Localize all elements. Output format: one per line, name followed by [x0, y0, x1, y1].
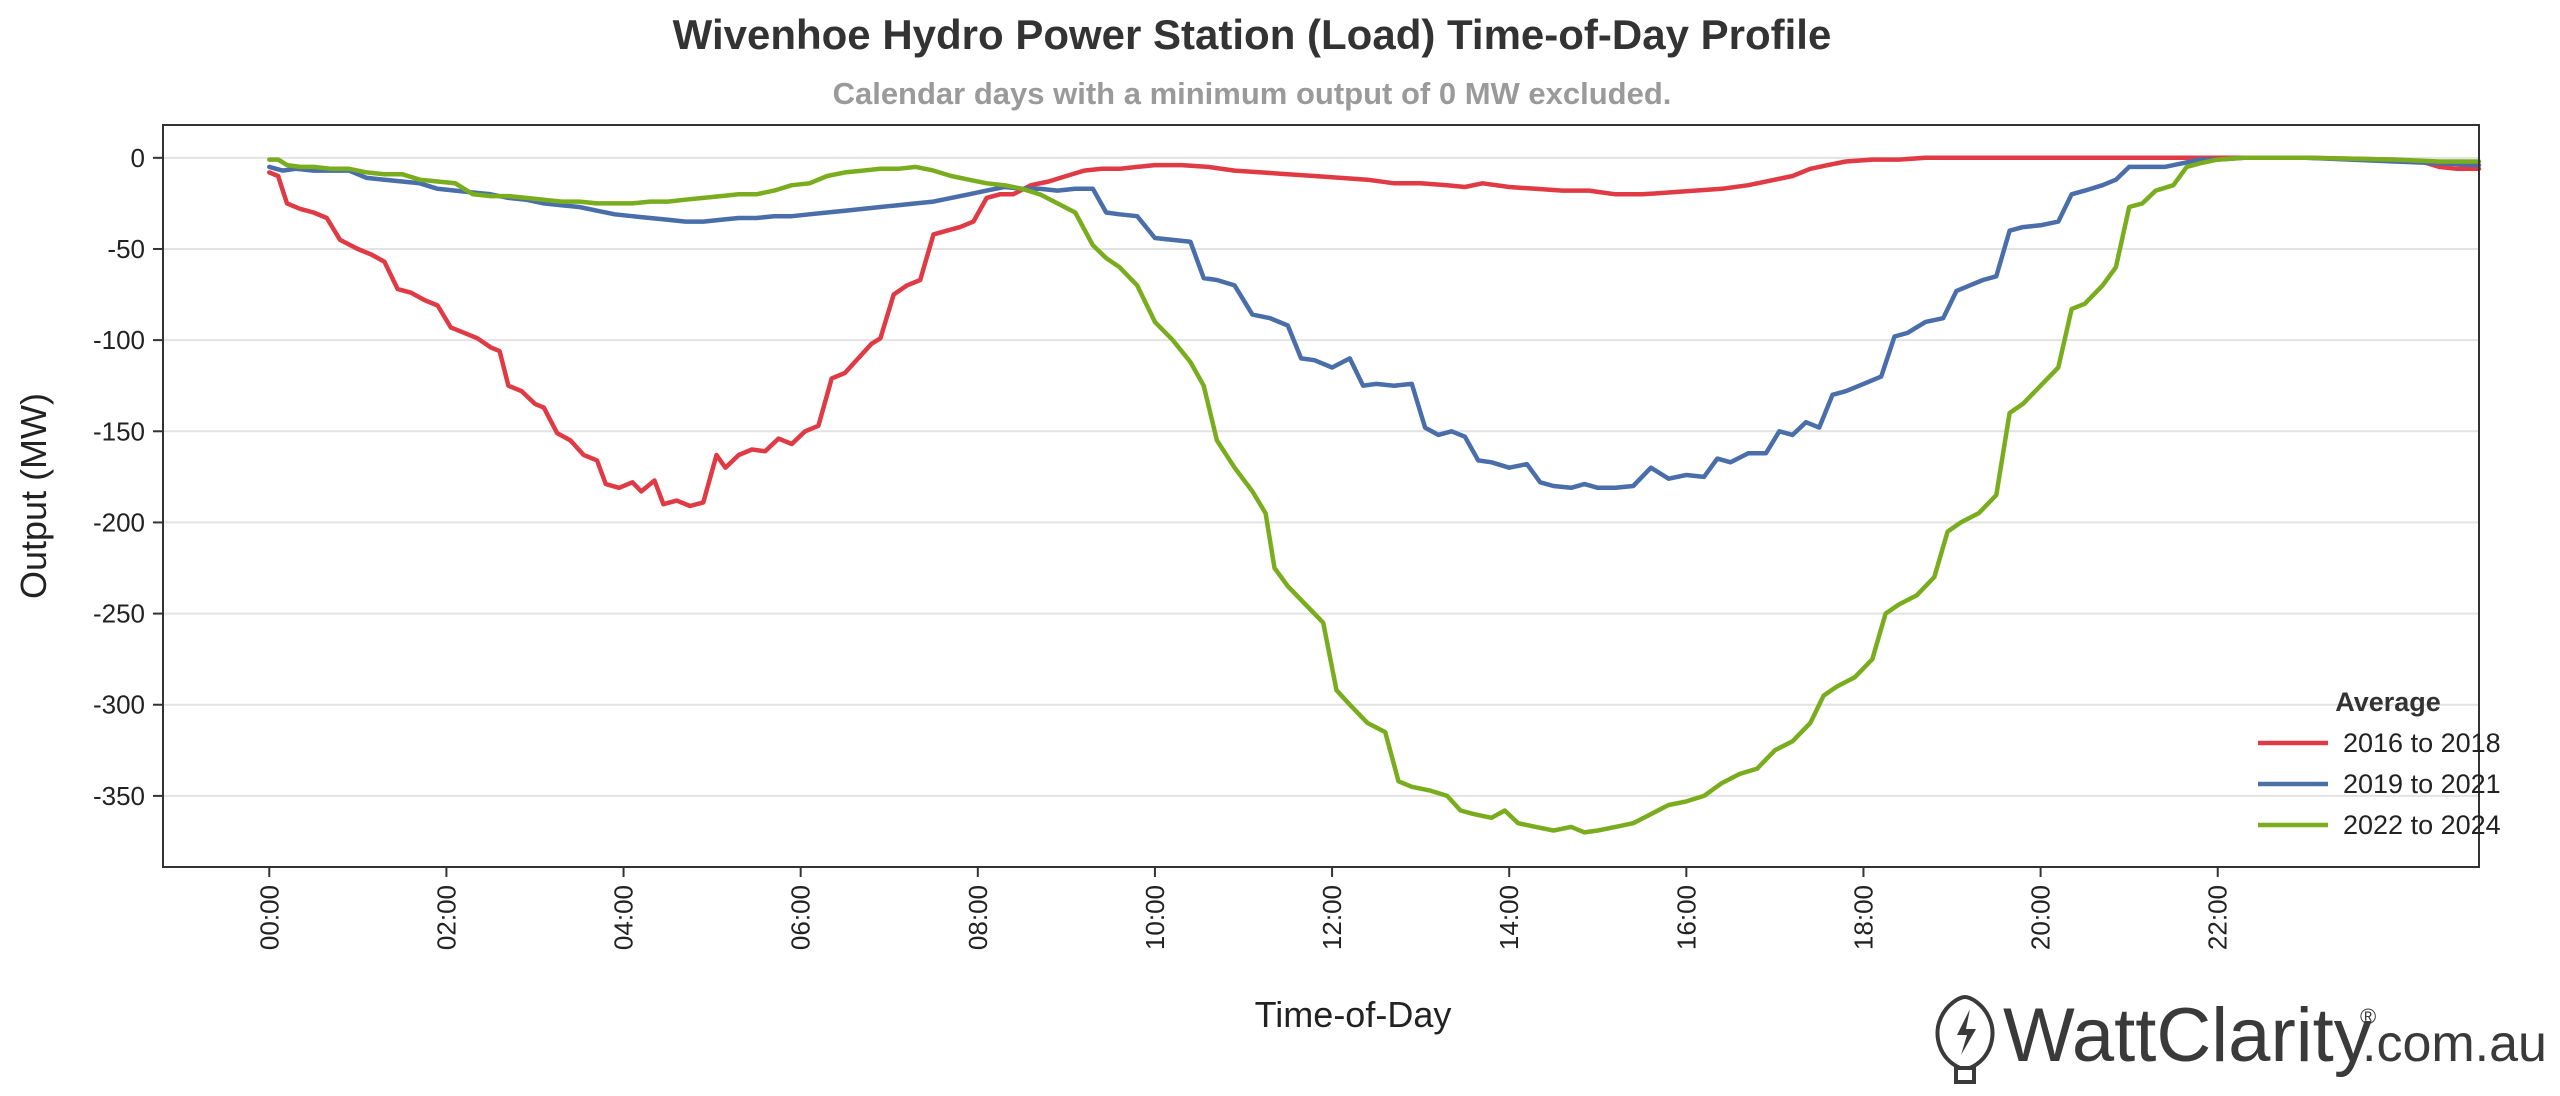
x-axis-label: Time-of-Day	[1255, 994, 1452, 1035]
x-tick-label: 00:00	[254, 885, 284, 950]
legend-entry: 2016 to 2018	[2343, 728, 2501, 758]
y-tick-label: -350	[93, 781, 145, 811]
y-tick-label: -250	[93, 599, 145, 629]
series-line	[267, 155, 2482, 509]
y-axis-label: Output (MW)	[13, 393, 54, 599]
x-tick-label: 16:00	[1671, 885, 1701, 950]
x-tick-label: 10:00	[1140, 885, 1170, 950]
legend-title: Average	[2335, 687, 2441, 717]
lightbulb-icon	[1935, 994, 1995, 1084]
y-tick-label: -150	[93, 416, 145, 446]
x-tick-label: 06:00	[786, 885, 816, 950]
x-tick-label: 14:00	[1494, 885, 1524, 950]
series-line	[267, 155, 2482, 835]
x-tick-label: 12:00	[1317, 885, 1347, 950]
y-tick-label: 0	[131, 143, 145, 173]
plot-frame	[162, 124, 2480, 868]
logo-domain-suffix: .com.au	[2362, 1015, 2547, 1073]
wattclarity-logo: WattClarity ® .com.au	[1935, 993, 2547, 1084]
chart-subtitle: Calendar days with a minimum output of 0…	[833, 76, 1672, 111]
legend: Average 2016 to 2018 2019 to 2021 2022 to …	[2258, 687, 2501, 840]
x-axis: 00:00 02:00 04:00 06:00 08:00 10:00 12:00 14:00…	[254, 867, 2233, 950]
y-axis: 0 -50 -100 -150 -200 -250 -300 -350	[93, 143, 163, 811]
logo-registered-mark: ®	[2360, 1004, 2376, 1029]
series-layer	[267, 155, 2482, 835]
gridlines	[163, 156, 2479, 797]
legend-entry: 2019 to 2021	[2343, 769, 2501, 799]
y-tick-label: -50	[107, 234, 145, 264]
legend-entry: 2022 to 2024	[2343, 810, 2501, 840]
x-tick-label: 18:00	[1848, 885, 1878, 950]
series-line	[267, 155, 2482, 491]
x-tick-label: 20:00	[2026, 885, 2056, 950]
logo-wordmark: WattClarity	[2003, 993, 2372, 1078]
chart-title: Wivenhoe Hydro Power Station (Load) Time…	[673, 11, 1832, 58]
y-tick-label: -300	[93, 690, 145, 720]
x-tick-label: 08:00	[963, 885, 993, 950]
y-tick-label: -200	[93, 507, 145, 537]
x-tick-label: 22:00	[2203, 885, 2233, 950]
y-tick-label: -100	[93, 325, 145, 355]
x-tick-label: 02:00	[431, 885, 461, 950]
x-tick-label: 04:00	[609, 885, 639, 950]
